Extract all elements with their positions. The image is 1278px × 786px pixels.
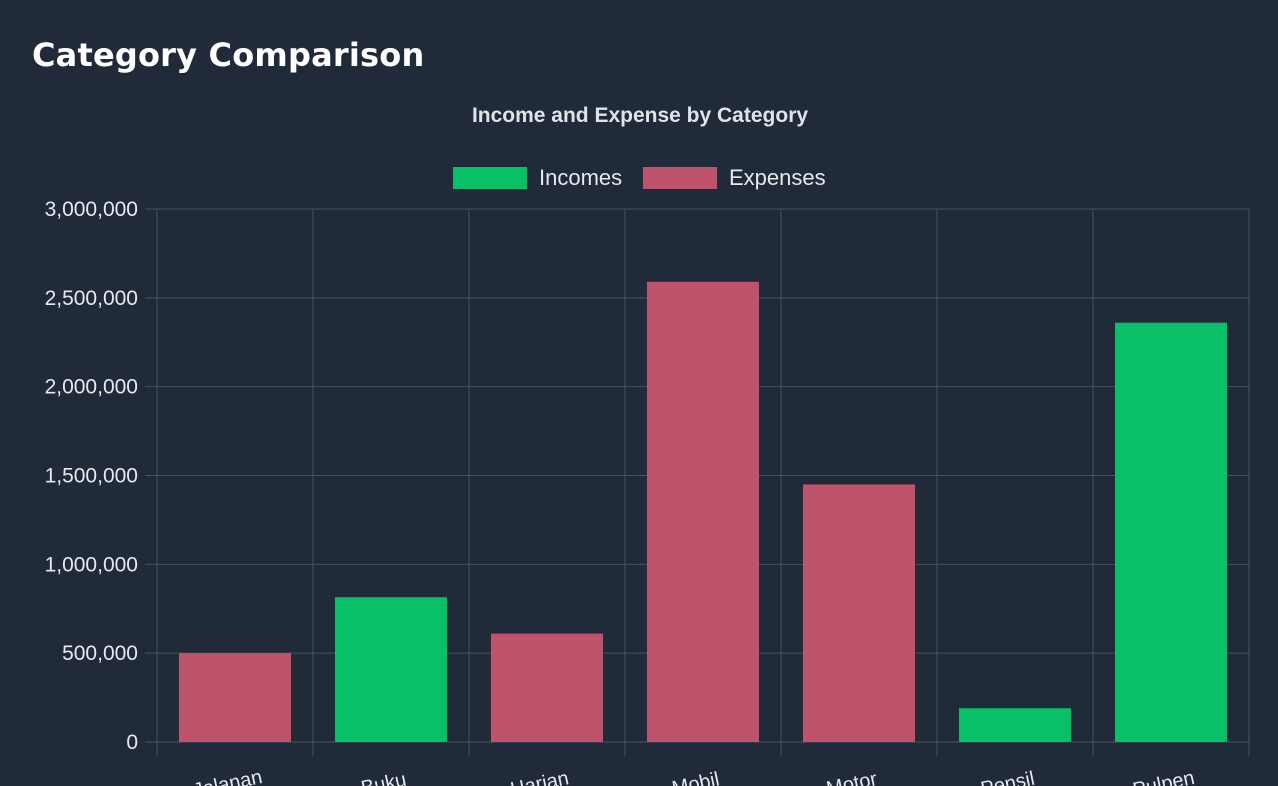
y-tick-label: 2,500,000 xyxy=(45,287,138,310)
x-tick-label: Pulpen xyxy=(1131,767,1196,786)
x-tick-label: Jalanan xyxy=(191,766,264,786)
bar-incomes-pulpen[interactable] xyxy=(1115,322,1227,742)
x-tick-label: Motor xyxy=(824,768,879,786)
chart-bars xyxy=(179,281,1227,742)
legend-swatch xyxy=(453,167,527,189)
y-tick-label: 500,000 xyxy=(62,642,138,665)
bar-expenses-mobil[interactable] xyxy=(647,281,759,742)
bar-incomes-pensil[interactable] xyxy=(959,708,1071,742)
x-tick-label: Pensil xyxy=(979,768,1037,786)
bar-expenses-harian[interactable] xyxy=(491,633,603,742)
legend-item-incomes[interactable]: Incomes xyxy=(453,165,622,190)
bar-expenses-motor[interactable] xyxy=(803,484,915,742)
y-tick-label: 2,000,000 xyxy=(45,376,138,399)
x-axis: Jalanan Buku Harian Mobil Motor Pensil Pulpen xyxy=(191,766,1196,786)
legend-label: Incomes xyxy=(539,165,622,190)
bar-expenses-jalanan[interactable] xyxy=(179,653,291,742)
legend-item-expenses[interactable]: Expenses xyxy=(643,165,826,190)
y-tick-label: 1,500,000 xyxy=(45,465,138,488)
chart-title: Income and Expense by Category xyxy=(472,104,808,127)
y-tick-label: 3,000,000 xyxy=(45,198,138,221)
y-tick-label: 0 xyxy=(126,731,138,754)
page-title: Category Comparison xyxy=(32,36,425,74)
bar-incomes-buku[interactable] xyxy=(335,597,447,742)
x-tick-label: Mobil xyxy=(670,768,721,786)
x-tick-label: Harian xyxy=(509,767,571,786)
chart-legend: Incomes Expenses xyxy=(453,165,826,190)
y-axis: 0 500,000 1,000,000 1,500,000 2,000,000 2,500… xyxy=(45,198,138,754)
legend-label: Expenses xyxy=(729,165,826,190)
y-tick-label: 1,000,000 xyxy=(45,553,138,576)
x-tick-label: Buku xyxy=(359,769,408,786)
legend-swatch xyxy=(643,167,717,189)
